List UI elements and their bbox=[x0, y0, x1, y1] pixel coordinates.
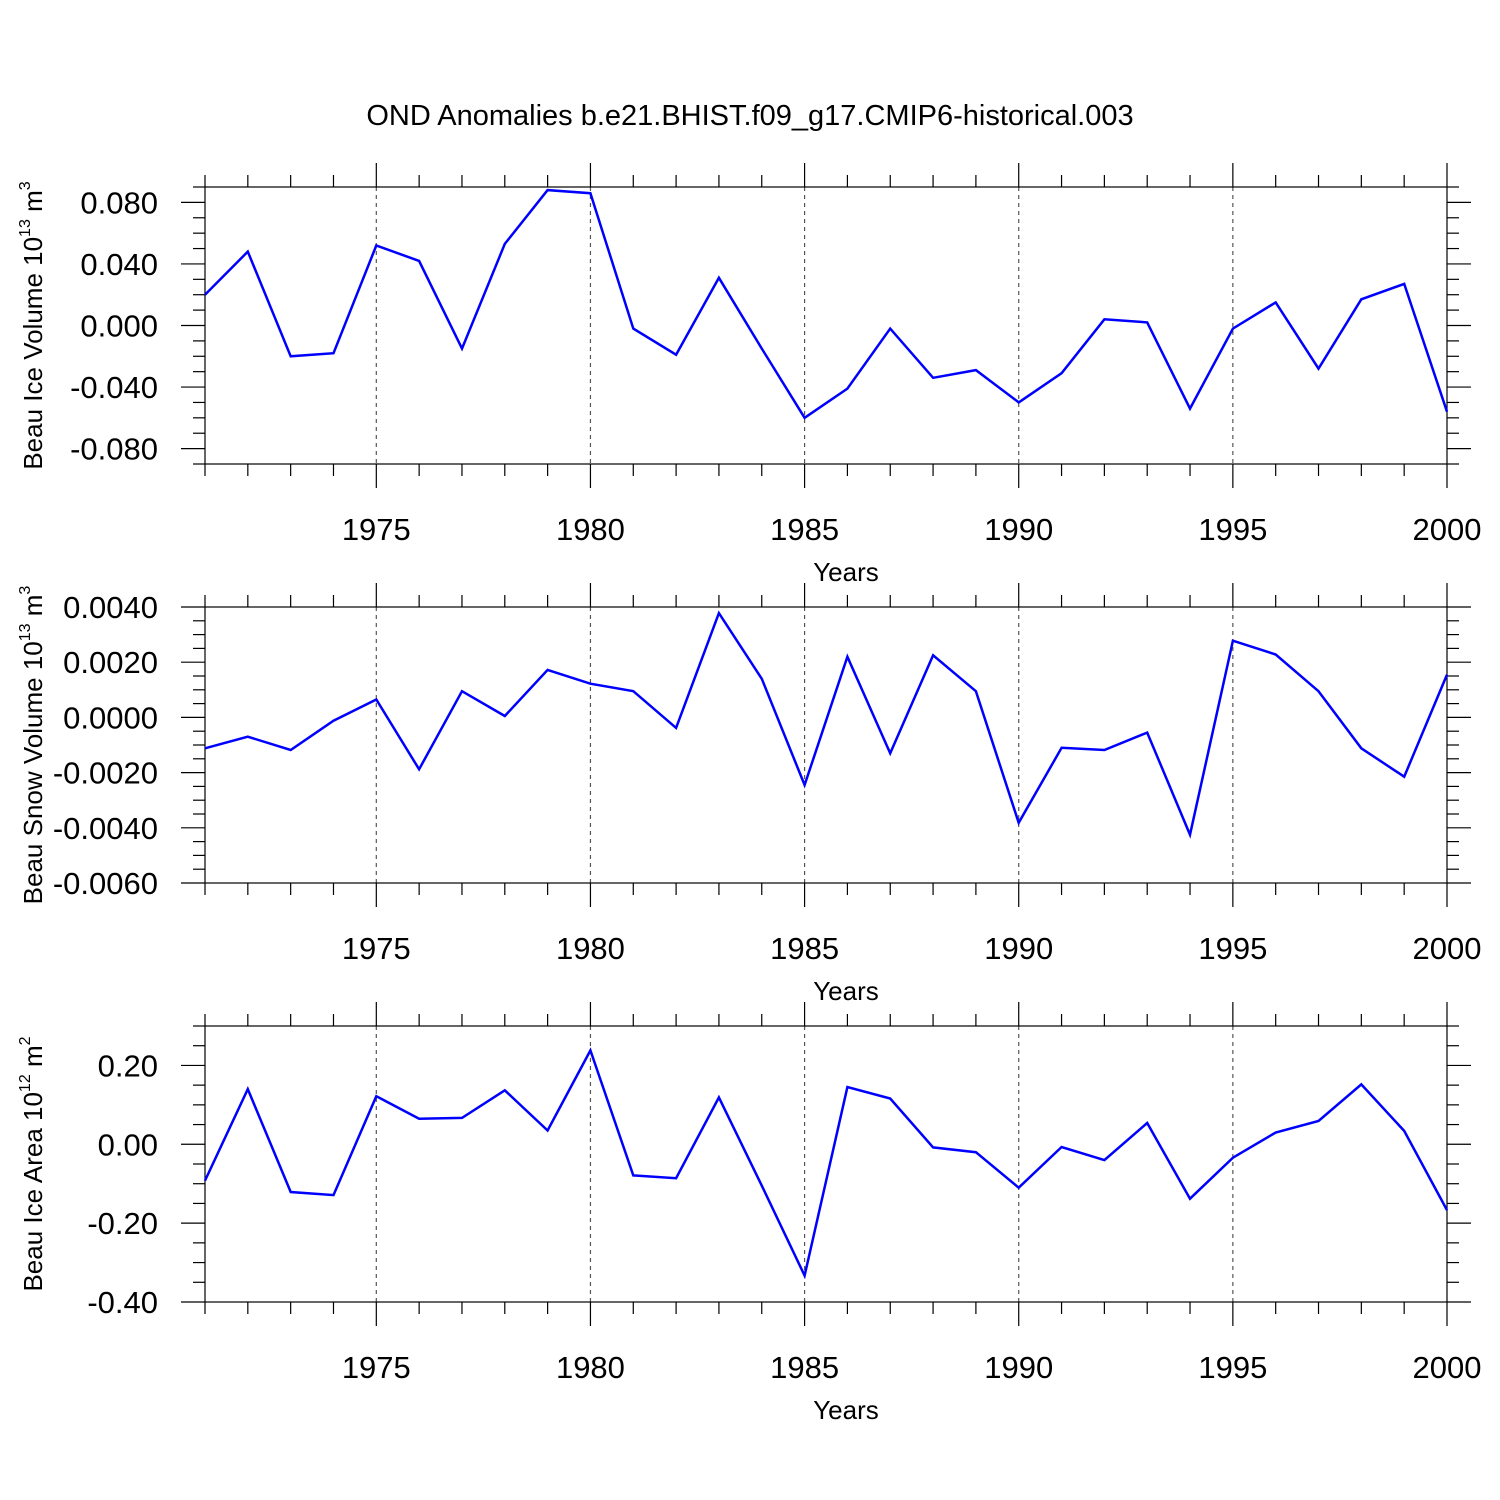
chart-title: OND Anomalies b.e21.BHIST.f09_g17.CMIP6-… bbox=[366, 100, 1133, 132]
x-tick-label: 1985 bbox=[770, 1350, 839, 1385]
x-tick-label: 1980 bbox=[556, 512, 625, 547]
y-tick-label: 0.0000 bbox=[63, 700, 158, 735]
x-tick-label: 1985 bbox=[770, 931, 839, 966]
y-tick-label: 0.0020 bbox=[63, 645, 158, 680]
x-tick-label: 1980 bbox=[556, 931, 625, 966]
y-tick-label: -0.080 bbox=[70, 432, 158, 467]
x-tick-label: 1990 bbox=[984, 931, 1053, 966]
y-tick-label: -0.0040 bbox=[53, 811, 158, 846]
x-tick-label: 2000 bbox=[1413, 931, 1482, 966]
x-axis-label: Years bbox=[813, 1395, 879, 1425]
x-tick-label: 1995 bbox=[1198, 931, 1267, 966]
x-tick-label: 1990 bbox=[984, 1350, 1053, 1385]
y-tick-label: 0.080 bbox=[80, 185, 158, 220]
panels: 0.080 0.040 0.000 -0.040 -0.080 1975 1980 1985 1… bbox=[17, 163, 1481, 1425]
panel-ice-area: 0.20 0.00 -0.20 -0.40 1975 1980 1985 1990 1995 20… bbox=[17, 1002, 1481, 1425]
plot-frame bbox=[204, 186, 1448, 465]
plot-frame bbox=[204, 1025, 1448, 1303]
y-tick-label: -0.20 bbox=[87, 1206, 158, 1241]
y-axis-label: Beau Snow Volume 1013 m3 bbox=[17, 586, 48, 905]
series-line-ice-area bbox=[203, 1047, 1449, 1280]
y-axis-label: Beau Ice Volume 1013 m3 bbox=[17, 181, 48, 469]
series-line-snow-volume bbox=[204, 610, 1449, 839]
x-tick-label: 1995 bbox=[1198, 512, 1267, 547]
series-line-ice-volume bbox=[204, 188, 1449, 420]
y-tick-label: -0.40 bbox=[87, 1285, 158, 1320]
y-tick-label: 0.0040 bbox=[63, 590, 158, 625]
x-axis-label: Years bbox=[813, 976, 879, 1006]
panel-ice-volume: 0.080 0.040 0.000 -0.040 -0.080 1975 1980 1985 1… bbox=[17, 163, 1481, 587]
y-tick-label: 0.040 bbox=[80, 247, 158, 282]
x-tick-label: 1975 bbox=[342, 512, 411, 547]
x-tick-label: 2000 bbox=[1413, 512, 1482, 547]
y-axis-label: Beau Ice Area 1012 m2 bbox=[17, 1036, 48, 1291]
y-tick-label: 0.20 bbox=[98, 1048, 158, 1083]
y-tick-label: -0.040 bbox=[70, 370, 158, 405]
y-tick-label: 0.00 bbox=[98, 1127, 158, 1162]
x-tick-label: 1985 bbox=[770, 512, 839, 547]
x-tick-label: 1995 bbox=[1198, 1350, 1267, 1385]
x-tick-label: 1980 bbox=[556, 1350, 625, 1385]
y-tick-label: 0.000 bbox=[80, 309, 158, 344]
x-tick-label: 2000 bbox=[1413, 1350, 1482, 1385]
panel-snow-volume: 0.0040 0.0020 0.0000 -0.0020 -0.0040 -0.0060 1… bbox=[17, 583, 1481, 1006]
y-tick-label: -0.0020 bbox=[53, 756, 158, 791]
x-tick-label: 1975 bbox=[342, 931, 411, 966]
y-tick-label: -0.0060 bbox=[53, 866, 158, 901]
x-tick-label: 1990 bbox=[984, 512, 1053, 547]
x-tick-label: 1975 bbox=[342, 1350, 411, 1385]
x-axis-label: Years bbox=[813, 557, 879, 587]
